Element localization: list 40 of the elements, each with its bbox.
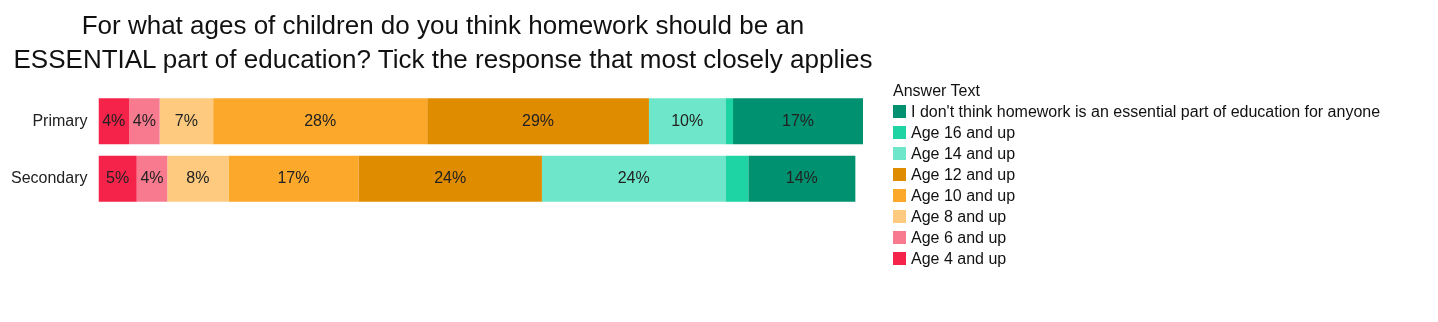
data-label: 5%	[106, 169, 130, 187]
bar	[427, 98, 649, 145]
bar	[748, 155, 856, 202]
data-label: 29%	[522, 111, 555, 129]
bar	[541, 155, 726, 202]
data-label: 17%	[277, 169, 310, 187]
bar	[648, 98, 726, 145]
legend-label: Age 4 and up	[911, 249, 1007, 269]
bar	[159, 98, 214, 145]
legend-label: Age 14 and up	[911, 144, 1016, 164]
bar	[98, 155, 137, 202]
bar	[733, 98, 863, 145]
data-label: 14%	[785, 169, 818, 187]
bar	[358, 155, 542, 202]
data-label: 4%	[102, 111, 126, 129]
bar	[725, 98, 734, 145]
data-label: 4%	[140, 169, 164, 187]
data-label: 4%	[132, 111, 156, 129]
y-tick-label: Primary	[32, 111, 88, 129]
legend-title: Answer Text	[893, 81, 981, 101]
bar	[228, 155, 359, 202]
data-label: 24%	[434, 169, 467, 187]
chart-title: For what ages of children do you think homework should be an ESSENTIAL part of education? Tick the response that most closely applies	[12, 9, 874, 76]
legend-label: I don't think homework is an essential part of education for anyone	[911, 102, 1381, 122]
legend-label: Age 10 and up	[911, 186, 1016, 206]
data-label: 8%	[186, 169, 210, 187]
bar	[213, 98, 428, 145]
legend-label: Age 8 and up	[911, 207, 1007, 227]
legend-label: Age 16 and up	[911, 123, 1016, 143]
data-label: 17%	[782, 111, 815, 129]
data-label: 24%	[617, 169, 650, 187]
bar	[725, 155, 749, 202]
y-tick-label: Secondary	[10, 169, 88, 187]
bar	[129, 98, 160, 145]
data-label: 28%	[304, 111, 337, 129]
legend-label: Age 12 and up	[911, 165, 1016, 185]
data-label: 10%	[671, 111, 704, 129]
data-label: 7%	[174, 111, 198, 129]
legend-label: Age 6 and up	[911, 228, 1007, 248]
bar	[167, 155, 229, 202]
